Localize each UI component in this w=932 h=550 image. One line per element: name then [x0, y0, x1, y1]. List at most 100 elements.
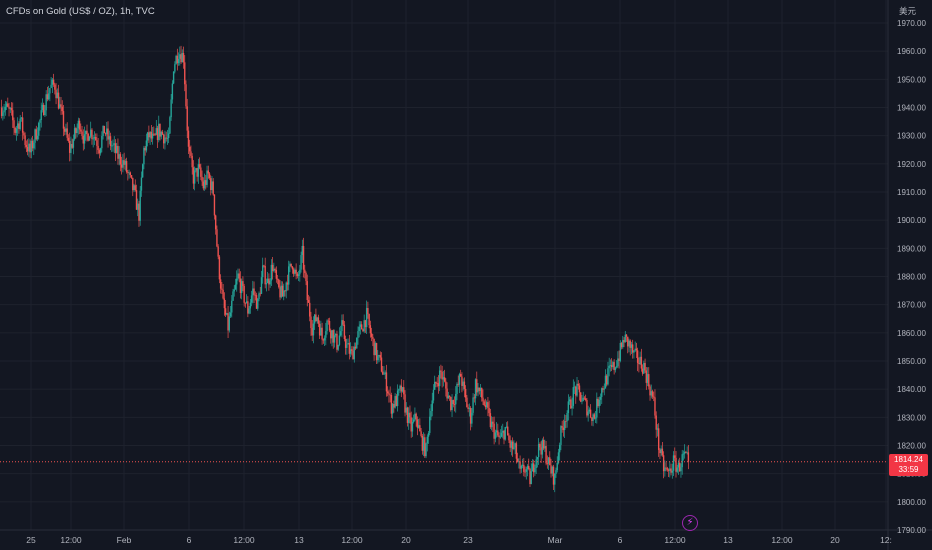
- candle-body: [7, 103, 9, 107]
- candle-body: [35, 129, 37, 140]
- candle-body: [146, 132, 149, 141]
- candle-body: [446, 388, 448, 399]
- candle-body: [404, 394, 406, 413]
- candle-body: [550, 465, 552, 474]
- candle-body: [103, 125, 106, 134]
- candle-body: [380, 357, 383, 372]
- candle-body: [281, 285, 284, 297]
- candle-body: [604, 375, 607, 389]
- price-tick-label: 1850.00: [897, 357, 926, 366]
- candle-body: [346, 344, 348, 348]
- candle-body: [227, 313, 229, 331]
- candle-body: [99, 148, 102, 154]
- candle-body: [203, 180, 206, 189]
- candle-body: [125, 161, 128, 172]
- candle-body: [476, 379, 478, 393]
- candle-body: [679, 462, 681, 472]
- candle-body: [52, 79, 55, 85]
- candle-body: [304, 269, 306, 273]
- candle-body: [463, 381, 466, 389]
- candle-body: [613, 362, 615, 371]
- candle-body: [325, 331, 327, 338]
- candle-body: [507, 426, 509, 436]
- candle-body: [467, 407, 469, 409]
- candle-body: [341, 320, 343, 332]
- candle-body: [154, 134, 156, 136]
- candle-body: [426, 436, 428, 444]
- candle-body: [619, 342, 622, 361]
- candle-body: [667, 469, 670, 471]
- candle-body: [187, 130, 190, 147]
- candle-body: [64, 128, 66, 132]
- candle-body: [57, 92, 60, 109]
- candle-body: [218, 256, 221, 280]
- candle-body: [687, 452, 690, 462]
- candle-body: [531, 463, 534, 472]
- candle-body: [567, 401, 570, 414]
- candle-body: [160, 131, 162, 137]
- time-tick-label: 20: [830, 535, 840, 545]
- candle-body: [18, 123, 20, 130]
- candle-body: [437, 383, 440, 387]
- candle-body: [117, 145, 119, 159]
- candle-body: [192, 167, 195, 184]
- candle-body: [189, 146, 191, 152]
- candle-body: [627, 336, 629, 347]
- candle-body: [210, 178, 212, 191]
- candle-body: [237, 273, 239, 279]
- candle-body: [448, 395, 451, 397]
- candle-body: [625, 334, 628, 337]
- candle-body: [682, 453, 685, 455]
- candle-body: [205, 180, 207, 185]
- candle-body: [557, 452, 560, 464]
- candle-body: [393, 404, 395, 408]
- candle-body: [182, 52, 185, 63]
- candle-body: [148, 132, 150, 138]
- candle-body: [122, 160, 124, 168]
- candle-body: [373, 338, 375, 356]
- candle-body: [111, 145, 113, 147]
- candle-body: [478, 387, 480, 391]
- candle-body: [661, 448, 664, 456]
- candle-body: [129, 172, 132, 176]
- candle-body: [5, 103, 8, 107]
- lightning-icon[interactable]: ⚡: [682, 515, 698, 531]
- candle-body: [123, 160, 125, 165]
- candle-body: [578, 385, 581, 393]
- candle-body: [389, 394, 391, 396]
- candle-body: [516, 458, 519, 462]
- candle-body: [477, 387, 479, 393]
- candle-body: [459, 374, 462, 377]
- candle-body: [510, 441, 513, 448]
- candle-body: [274, 268, 276, 270]
- price-tick-label: 1840.00: [897, 385, 926, 394]
- candle-body: [44, 110, 46, 116]
- candle-body: [249, 302, 252, 309]
- candle-body: [337, 344, 339, 350]
- candle-body: [47, 93, 50, 100]
- candle-body: [316, 317, 318, 322]
- candle-body: [60, 104, 62, 107]
- candle-body: [238, 273, 240, 279]
- candle-body: [487, 402, 489, 409]
- candle-body: [655, 415, 657, 430]
- candle-body: [262, 265, 264, 278]
- candle-body: [112, 144, 114, 146]
- candle-body: [343, 324, 346, 339]
- candle-body: [156, 128, 159, 140]
- candle-body: [166, 137, 169, 139]
- candle-body: [442, 377, 445, 380]
- candle-body: [244, 302, 247, 304]
- candle-body: [523, 464, 525, 472]
- candle-body: [216, 229, 218, 247]
- candle-body: [639, 356, 641, 365]
- candle-body: [662, 455, 665, 472]
- candle-body: [20, 117, 23, 119]
- candle-body: [440, 370, 442, 372]
- candle-body: [370, 333, 373, 337]
- candle-body: [594, 417, 597, 419]
- candle-body: [223, 298, 226, 309]
- candle-body: [400, 385, 403, 392]
- candle-body: [570, 399, 572, 409]
